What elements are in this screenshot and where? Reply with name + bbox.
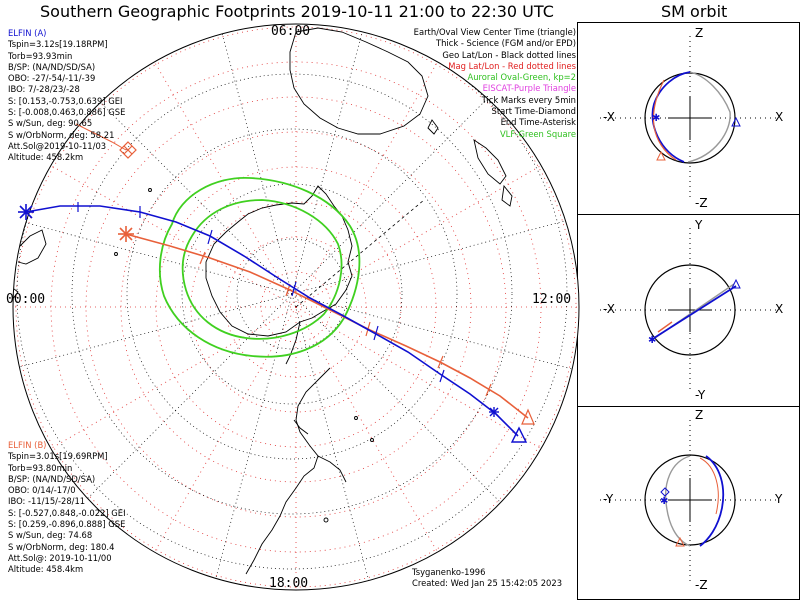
created-credit: Created: Wed Jan 25 15:42:05 2023 [412,578,563,588]
orbit-panel-xz: ✱ [600,36,780,200]
elfin-a-info-line: Torb=93.93min [8,50,73,61]
elfin-a-info-line: Tspin=3.12s[19.18RPM] [8,39,108,50]
elfin-b-info-line: Altitude: 458.4km [8,564,84,575]
orbit-axis-left: -Y [603,492,614,506]
elfin-a-ticks [77,202,445,383]
elfin-b-end-asterisk [118,226,134,242]
legend-item: Start Time-Diamond [491,106,576,117]
orbit-panel-xy: ✱ [600,228,780,392]
orbit-axis-top: Z [695,26,704,40]
time-label-right: 12:00 [532,292,572,307]
legend-item: End Time-Asterisk [500,117,576,128]
time-label-left: 00:00 [6,292,46,307]
elfin-a-center-triangle [510,426,528,443]
elfin-b-info-line: B/SP: (NA/ND/SD/SA) [8,473,96,484]
legend-item: EISCAT-Purple Triangle [482,83,576,94]
orbit-axis-bottom: -Y [695,388,706,402]
elfin-b-info-line: S: [-0.527,0.848,-0.022] GEI [8,507,126,518]
elfin-a-info-line: S w/OrbNorm, deg: 58.21 [8,129,115,140]
svg-text:✱: ✱ [652,113,660,124]
elfin-b-info-line: S w/OrbNorm, deg: 180.4 [8,541,115,552]
polar-map [12,23,580,591]
elfin-a-track [18,202,528,443]
legend-item: Thick - Science (FGM and/or EPD) [435,38,576,49]
elfin-a-info-line: S: [-0.008,0.463,0.886] GSE [8,107,126,118]
orbit-title: SM orbit [661,2,728,21]
elfin-b-info-line: S: [0.259,-0.896,0.888] GSE [8,519,126,530]
elfin-a-info-line: B/SP: (NA/ND/SD/SA) [8,61,96,72]
elfin-b-name: ELFIN (B) [8,440,47,450]
orbit-axis-top: Y [695,218,703,232]
antarctica-coast [205,185,353,337]
elfin-b-center-triangle [521,408,535,425]
elfin-a-start-asterisk-mark [489,407,499,417]
elfin-a-info-line: Att.Sol@2019-10-11/03 [8,140,107,151]
elfin-b-info-line: Torb=93.80min [8,462,73,473]
elfin-b-info-line: Tspin=3.01s[19.69RPM] [8,451,108,462]
legend-item: Tick Marks every 5min [481,94,576,105]
elfin-a-info-line: S w/Sun, deg: 90.65 [8,118,93,129]
legend-item: VLF-Green Square [499,128,576,139]
south-america-coast [245,367,331,575]
elfin-a-orbit [651,71,691,163]
orbit-axis-top: Z [695,408,704,422]
svg-text:✱: ✱ [660,496,668,507]
elfin-b-info-line: Att.Sol@: 2019-10-11/00 [8,552,112,563]
model-credit: Tsyganenko-1996 [412,567,486,577]
australia-coast [289,27,429,135]
elfin-b-info-line: S w/Sun, deg: 74.68 [8,530,93,541]
elfin-b-orbit [687,71,731,163]
elfin-b-info: ELFIN (B) Tspin=3.01s[19.69RPM] Torb=93.8… [8,440,126,576]
orbit-axis-right: X [775,302,784,316]
view-center-line [295,199,425,308]
time-label-top: 06:00 [271,24,311,39]
elfin-a-orbit [699,455,725,547]
orbit-axis-right: Y [775,492,783,506]
legend: Earth/Oval View Center Time (triangle) Th… [414,27,576,140]
elfin-a-info-line: S: [0.153,-0.753,0.639] GEI [8,95,123,106]
elfin-a-end-asterisk [18,204,34,220]
elfin-b-start-diamond [119,141,137,159]
legend-item: Earth/Oval View Center Time (triangle) [413,27,576,37]
elfin-b-orbit [664,455,691,547]
elfin-a-info-line: Altitude: 458.2km [8,152,84,163]
elfin-a-info-line: IBO: 7/-28/23/-28 [8,84,80,95]
legend-item: Mag Lat/Lon - Red dotted lines [448,60,576,71]
orbit-axis-left: -X [603,110,615,124]
svg-text:✱: ✱ [648,335,656,346]
orbit-axis-bottom: -Z [695,196,708,210]
time-label-bottom: 18:00 [269,576,309,591]
orbit-axis-right: X [775,110,784,124]
elfin-a-orbit [653,285,737,339]
elfin-a-info-line: OBO: -27/-54/-11/-39 [8,73,96,84]
mag-grid [13,24,579,590]
africa-coast [17,229,47,265]
elfin-a-info: ELFIN (A) Tspin=3.12s[19.18RPM] Torb=93.9… [8,28,125,164]
elfin-a-name: ELFIN (A) [8,28,47,38]
legend-item: Geo Lat/Lon - Black dotted lines [442,49,576,60]
orbit-axis-left: -X [603,302,615,316]
elfin-b-info-line: OBO: 0/14/-17/0 [8,485,76,496]
geo-grid [13,24,579,590]
plot-title: Southern Geographic Footprints 2019-10-1… [40,2,554,21]
orbit-axis-bottom: -Z [695,578,708,592]
legend-item: Auroral Oval-Green, kp=2 [467,72,576,83]
orbit-panel-yz: ✱ [600,420,780,584]
elfin-b-info-line: IBO: -11/15/-28/11 [8,496,86,507]
auroral-oval-inner [181,199,343,340]
